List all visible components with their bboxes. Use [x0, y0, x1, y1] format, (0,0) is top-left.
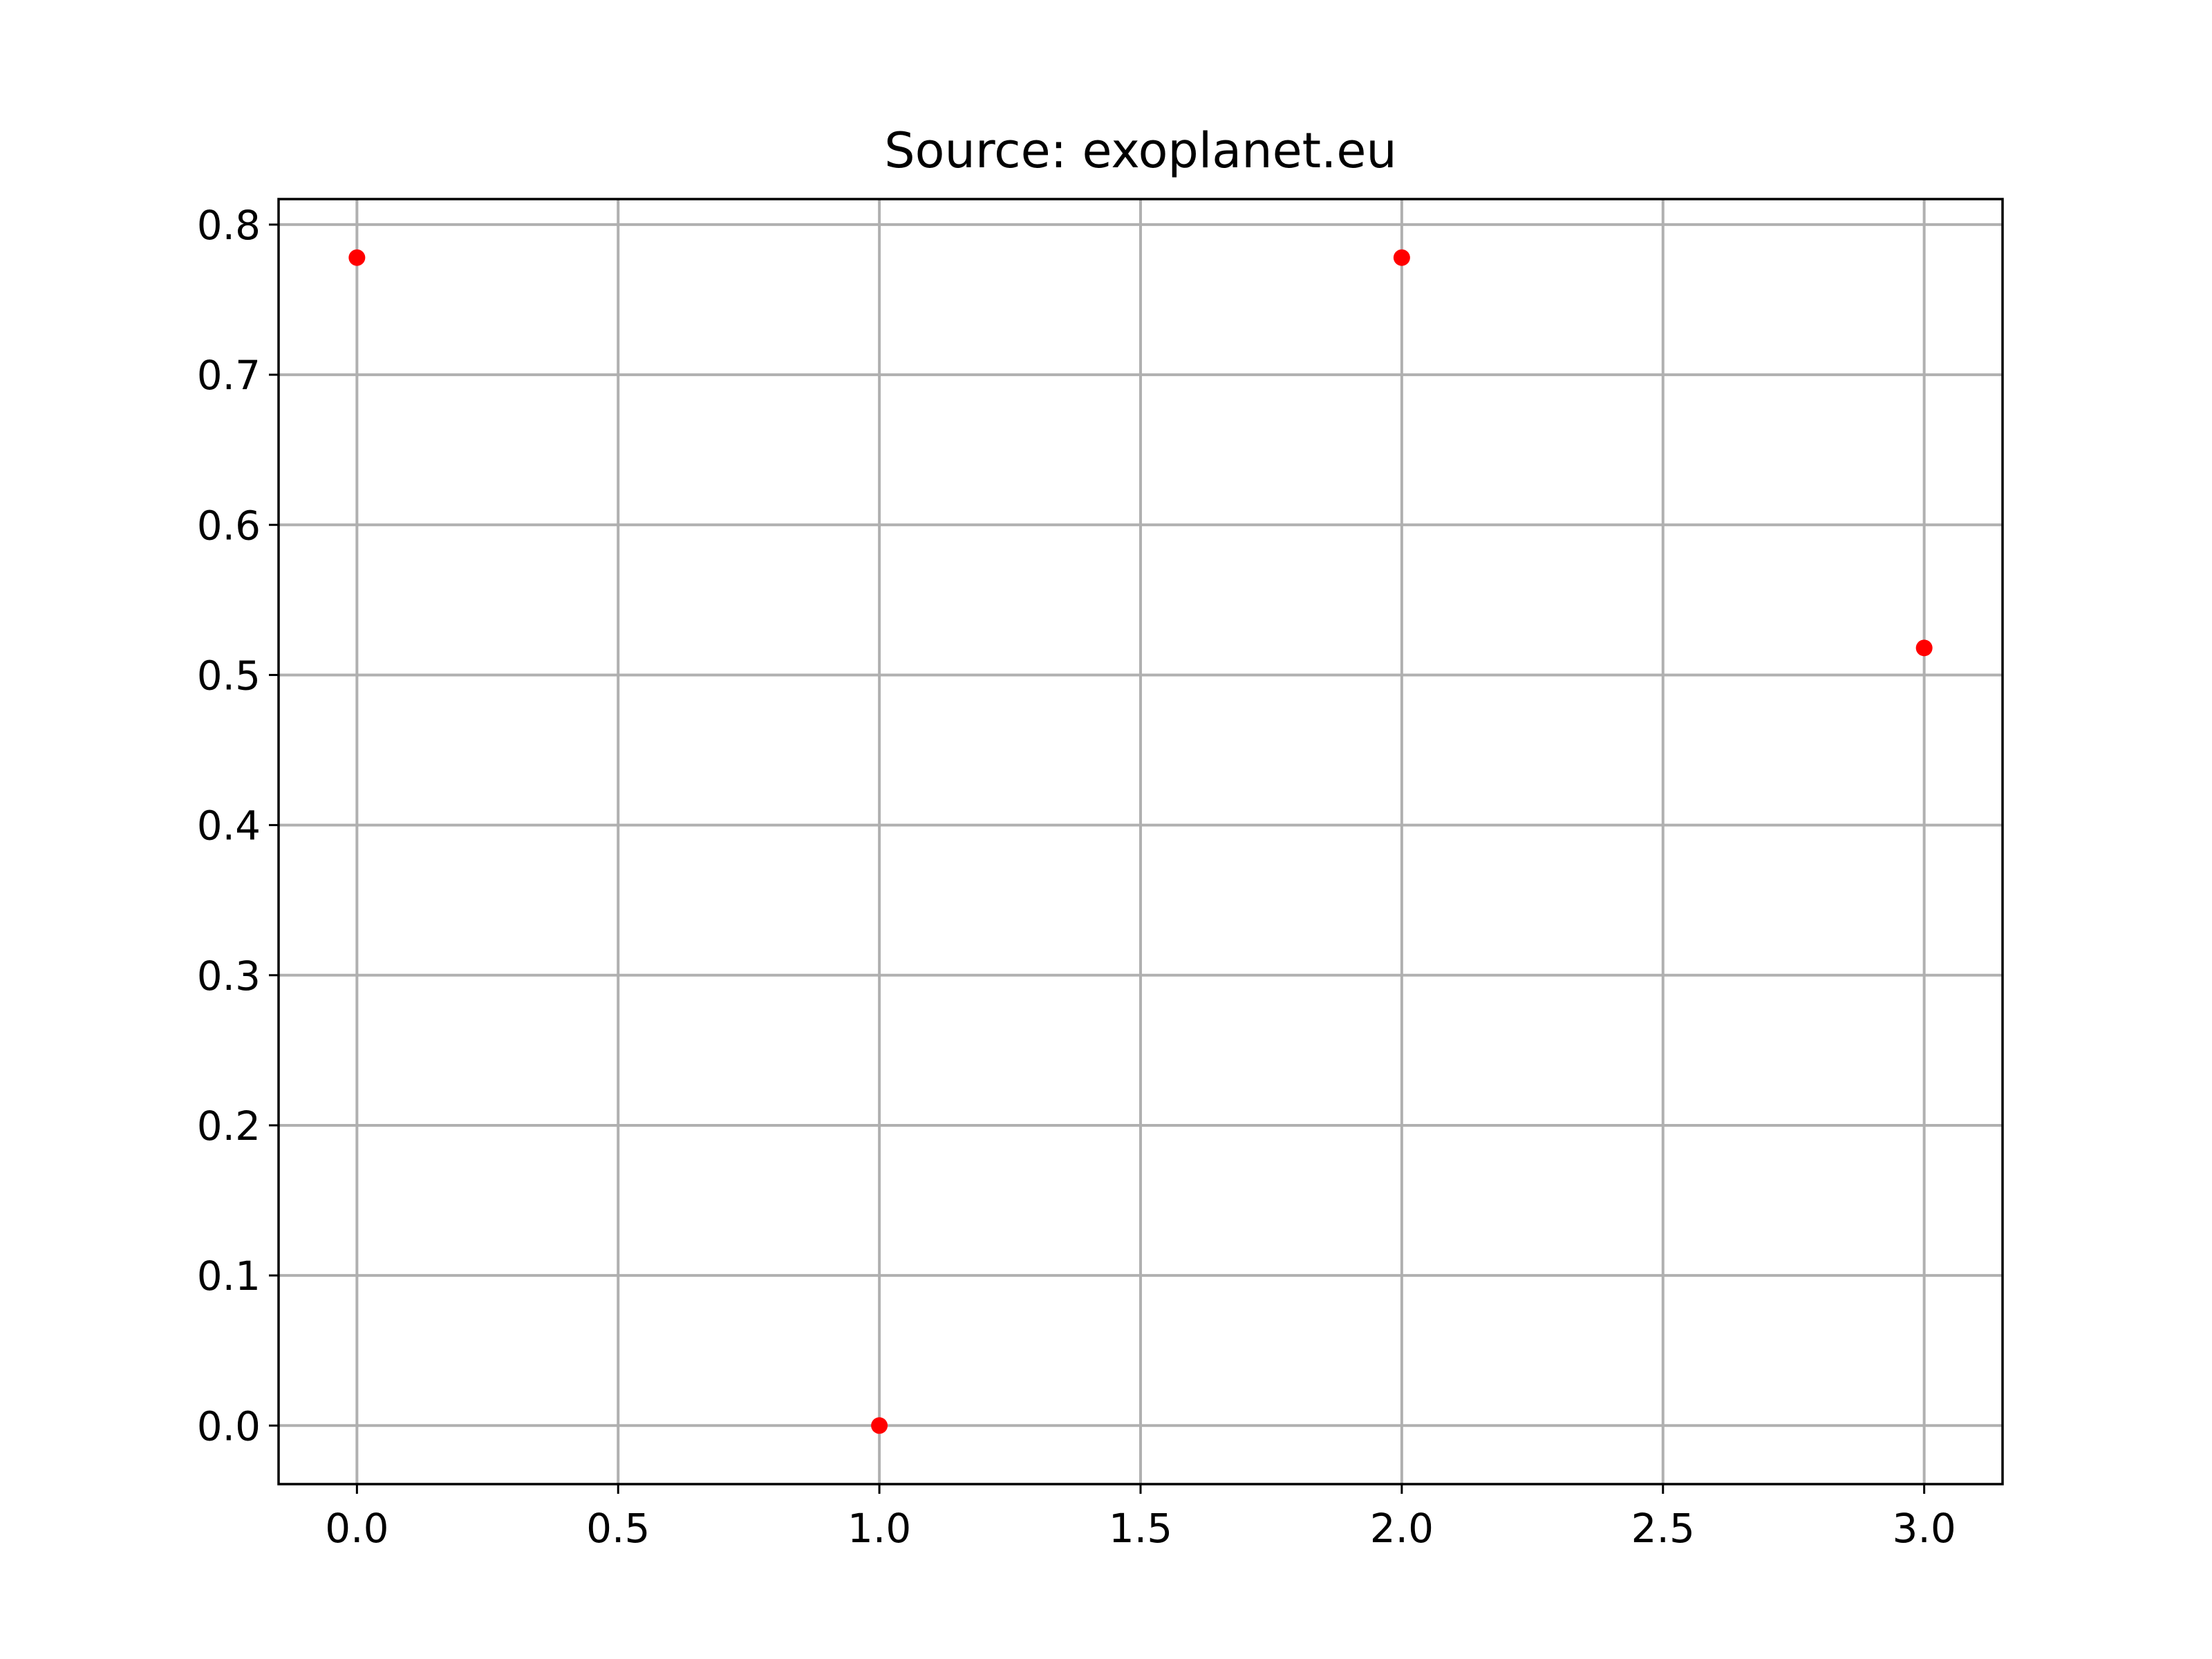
y-tick-label: 0.4 [197, 803, 261, 850]
chart-title: Source: exoplanet.eu [884, 122, 1397, 179]
x-tick-label: 1.5 [1109, 1505, 1172, 1552]
y-tick-label: 0.0 [197, 1403, 261, 1450]
x-tick-label: 2.5 [1631, 1505, 1695, 1552]
grid [279, 199, 2003, 1484]
y-tick-label: 0.7 [197, 352, 261, 399]
x-tick-label: 0.0 [325, 1505, 388, 1552]
y-tick-label: 0.5 [197, 652, 261, 699]
y-tick-label: 0.8 [197, 202, 261, 249]
data-point [871, 1417, 888, 1434]
y-tick-label: 0.3 [197, 953, 261, 1000]
y-tick-label: 0.6 [197, 502, 261, 549]
x-tick-label: 3.0 [1893, 1505, 1956, 1552]
data-point [348, 249, 366, 266]
data-point [1915, 639, 1933, 657]
x-tick-label: 1.0 [847, 1505, 911, 1552]
x-tick-label: 2.0 [1370, 1505, 1434, 1552]
x-tick-label: 0.5 [586, 1505, 650, 1552]
y-tick-label: 0.2 [197, 1103, 261, 1150]
axis-ticks: 0.0 0.5 1.0 1.5 2.0 2.5 3.0 0.0 0.1 0.2 0.3 0.4 0.5 0… [197, 202, 1956, 1552]
data-points [348, 249, 1933, 1434]
data-point [1393, 249, 1410, 266]
y-tick-label: 0.1 [197, 1253, 261, 1300]
